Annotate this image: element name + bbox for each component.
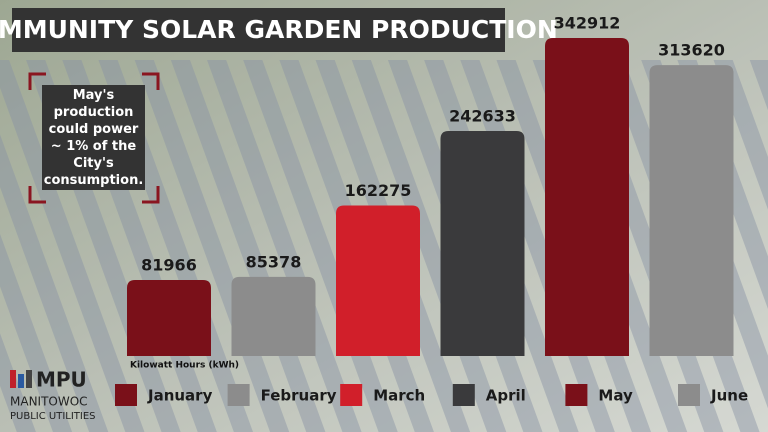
legend-label: February [261, 387, 337, 405]
logo-mark: MPU [36, 368, 87, 392]
annotation-frame [28, 72, 160, 204]
legend-swatch [115, 384, 137, 406]
logo-line: MANITOWOC [10, 395, 88, 409]
bar [231, 276, 316, 356]
legend-label: June [710, 387, 748, 405]
data-label: 85378 [246, 252, 302, 271]
legend-label: April [486, 387, 526, 405]
title-box [12, 8, 505, 52]
legend-swatch [452, 384, 475, 406]
bar [545, 38, 629, 356]
annotation: May's production could power ~ 1% of the… [42, 85, 145, 190]
y-axis-label: Kilowatt Hours (kWh) [130, 361, 239, 371]
data-label: 81966 [141, 255, 197, 274]
logo-line: PUBLIC UTILITIES [10, 411, 96, 422]
bar [336, 205, 420, 356]
logo-icon [10, 370, 16, 388]
data-label: 242633 [449, 106, 516, 125]
logo-icon [18, 374, 24, 388]
bar [440, 130, 525, 356]
legend-label: May [598, 387, 633, 405]
chart-title: COMMUNITY SOLAR GARDEN PRODUCTION [0, 15, 558, 44]
legend-swatch [565, 384, 588, 406]
legend-label: March [373, 387, 425, 405]
data-label: 162275 [345, 181, 412, 200]
legend-swatch [340, 384, 363, 406]
legend-label: January [147, 387, 213, 405]
data-label: 313620 [658, 41, 725, 60]
logo: MPU MANITOWOC PUBLIC UTILITIES [10, 368, 96, 422]
bar [649, 65, 734, 356]
data-label: 342912 [554, 14, 621, 33]
legend-swatch [678, 384, 700, 406]
bar [127, 279, 211, 356]
logo-icon [26, 370, 32, 388]
legend-swatch [227, 384, 250, 406]
